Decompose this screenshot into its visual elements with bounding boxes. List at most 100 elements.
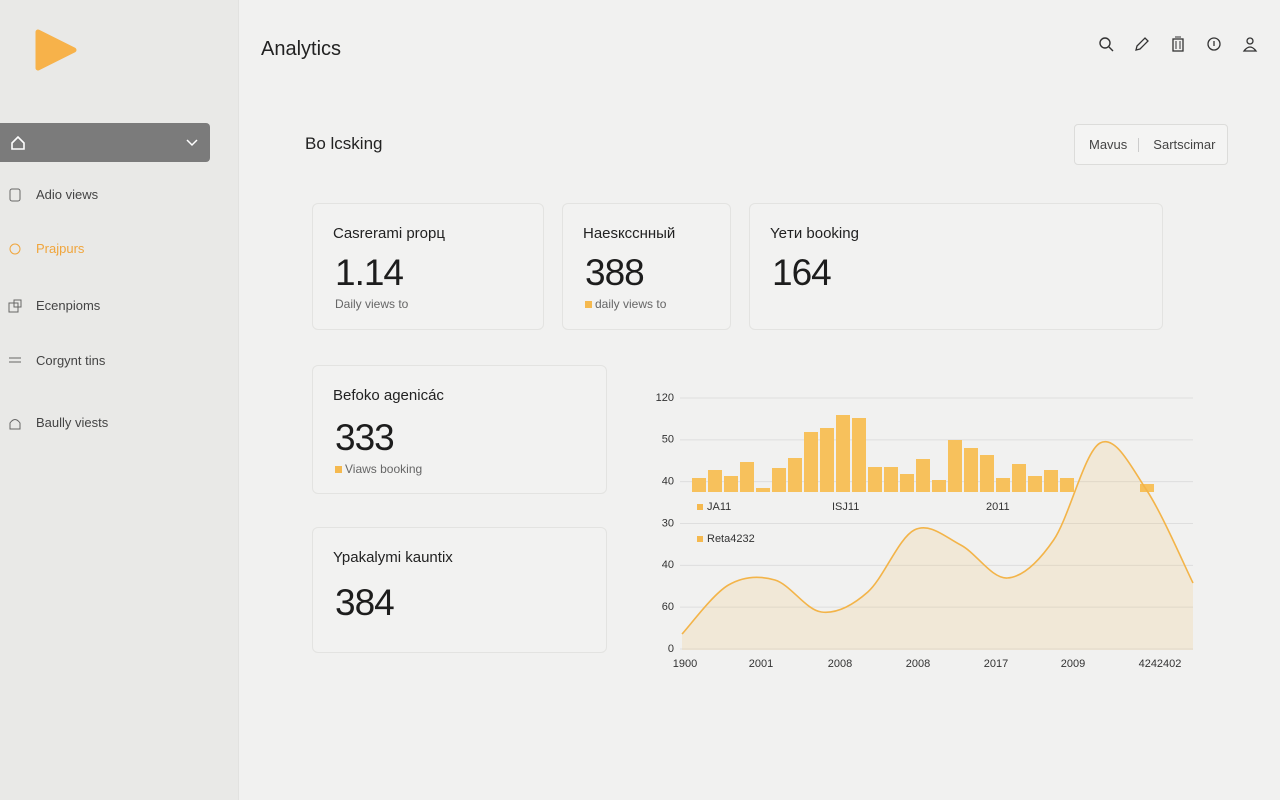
marker — [585, 300, 592, 308]
card-title: Ypakalymi kauntix — [333, 549, 453, 566]
chart-annotation: ISJ11 — [832, 501, 859, 513]
bar — [916, 459, 930, 492]
bar — [788, 458, 802, 492]
bar — [836, 415, 850, 492]
nav-item[interactable]: Adio views — [8, 187, 98, 202]
icon — [9, 243, 21, 254]
chevron — [186, 139, 198, 147]
y-tick-label: 120 — [656, 392, 674, 404]
stat-card: Ypakalymi kauntix 384 — [312, 527, 607, 653]
card-subtitle: daily views to — [585, 297, 666, 311]
y-tick-label: 40 — [662, 476, 674, 488]
button[interactable]: Sartscimar — [1153, 137, 1216, 152]
chart-annotation: 2011 — [986, 501, 1010, 513]
separator — [1138, 137, 1140, 152]
info-icon[interactable] — [1206, 36, 1222, 52]
bar — [708, 470, 722, 492]
bar — [1012, 464, 1026, 492]
bar — [980, 455, 994, 492]
legend-marker — [697, 536, 703, 542]
legend-marker — [697, 504, 703, 510]
card-title: Befoko agenicác — [333, 387, 444, 404]
nav-item[interactable]: Baully viests — [8, 415, 108, 430]
x-tick-label: 2009 — [1061, 658, 1085, 670]
bar — [948, 440, 962, 492]
bar — [884, 467, 898, 492]
nav-label: Corgynt tins — [36, 353, 106, 368]
nav-label: Prajpurs — [36, 241, 85, 256]
bar — [724, 476, 738, 492]
bar — [1140, 484, 1154, 492]
trash-icon[interactable] — [1170, 36, 1186, 52]
nav-label: Adio views — [36, 187, 99, 202]
x-tick-label: 2017 — [984, 658, 1008, 670]
bar — [868, 467, 882, 492]
card-title: Yeти booking — [770, 225, 859, 242]
nav-label: Ecenpioms — [36, 298, 101, 313]
card-title: Haesкcснный — [583, 225, 676, 242]
button[interactable]: Mavus — [1089, 137, 1128, 152]
chart-annotation: JA11 — [707, 501, 731, 513]
subtitle-text: Viaws booking — [345, 462, 423, 476]
y-tick-label: 50 — [662, 434, 674, 446]
icon — [9, 188, 21, 201]
card-value: 384 — [335, 582, 395, 623]
nav-selected[interactable] — [0, 123, 210, 162]
area-fill — [682, 441, 1193, 650]
bar — [932, 480, 946, 492]
nav-item[interactable]: Ecenpioms — [8, 298, 100, 313]
logo[interactable] — [34, 28, 78, 72]
search-icon[interactable] — [1098, 36, 1114, 52]
subtitle-text: Daily views to — [335, 297, 409, 311]
y-tick-label: 30 — [662, 517, 674, 529]
stat-card: Haesкcснный 388 daily views to — [562, 203, 731, 330]
x-tick-label: 2008 — [906, 658, 930, 670]
card-subtitle: Viaws booking — [335, 462, 422, 476]
edit-icon[interactable] — [1134, 36, 1150, 52]
bar — [1060, 478, 1074, 492]
x-tick-label: 1900 — [673, 658, 697, 670]
card-subtitle: Daily views to — [335, 297, 408, 311]
marker — [335, 465, 342, 473]
nav-label: Baully viests — [36, 415, 109, 430]
x-tick-label: 2008 — [828, 658, 852, 670]
bar — [804, 432, 818, 492]
home-icon — [11, 136, 25, 150]
nav-item[interactable]: Prajpurs — [8, 241, 84, 256]
bar — [996, 478, 1010, 492]
sidebar: Adio views Prajpurs Ecenpioms Corgynt ti… — [0, 0, 239, 800]
y-tick-label: 60 — [662, 601, 674, 613]
card-value: 388 — [585, 252, 645, 293]
icon — [9, 418, 21, 429]
nav-item[interactable]: Corgynt tins — [8, 353, 105, 368]
bar — [692, 478, 706, 492]
bar — [964, 448, 978, 492]
y-tick-label: 40 — [662, 559, 674, 571]
button-group: Mavus Sartscimar — [1074, 124, 1228, 165]
bar — [1044, 470, 1058, 492]
section-title: Bo lcsking — [305, 134, 383, 153]
user-icon[interactable] — [1242, 36, 1258, 52]
bar — [740, 462, 754, 492]
card-value: 164 — [772, 252, 832, 293]
chart: 120 50 40 30 40 60 0 1900 2001 2008 2008 2017 2009 42… — [656, 392, 1194, 670]
stat-card: Yeти booking 164 — [749, 203, 1163, 330]
icon — [8, 299, 22, 312]
chart-annotation: Reta4232 — [707, 533, 755, 545]
card-value: 333 — [335, 417, 395, 458]
area-line — [681, 440, 1194, 635]
card-value: 1.14 — [335, 252, 404, 293]
bar — [900, 474, 914, 492]
toolbar — [1098, 36, 1258, 52]
icon — [9, 357, 21, 362]
stat-card: Befoko agenicác 333 Viaws booking — [312, 365, 607, 494]
bar — [852, 418, 866, 492]
stat-card: Casrerami proрц 1.14 Daily views to — [312, 203, 544, 330]
bar — [756, 488, 770, 492]
page-title: Analytics — [261, 38, 342, 60]
x-tick-label: 4242402 — [1139, 658, 1182, 670]
y-tick-label: 0 — [668, 643, 674, 655]
subtitle-text: daily views to — [595, 297, 667, 311]
card-title: Casrerami proрц — [333, 225, 445, 242]
